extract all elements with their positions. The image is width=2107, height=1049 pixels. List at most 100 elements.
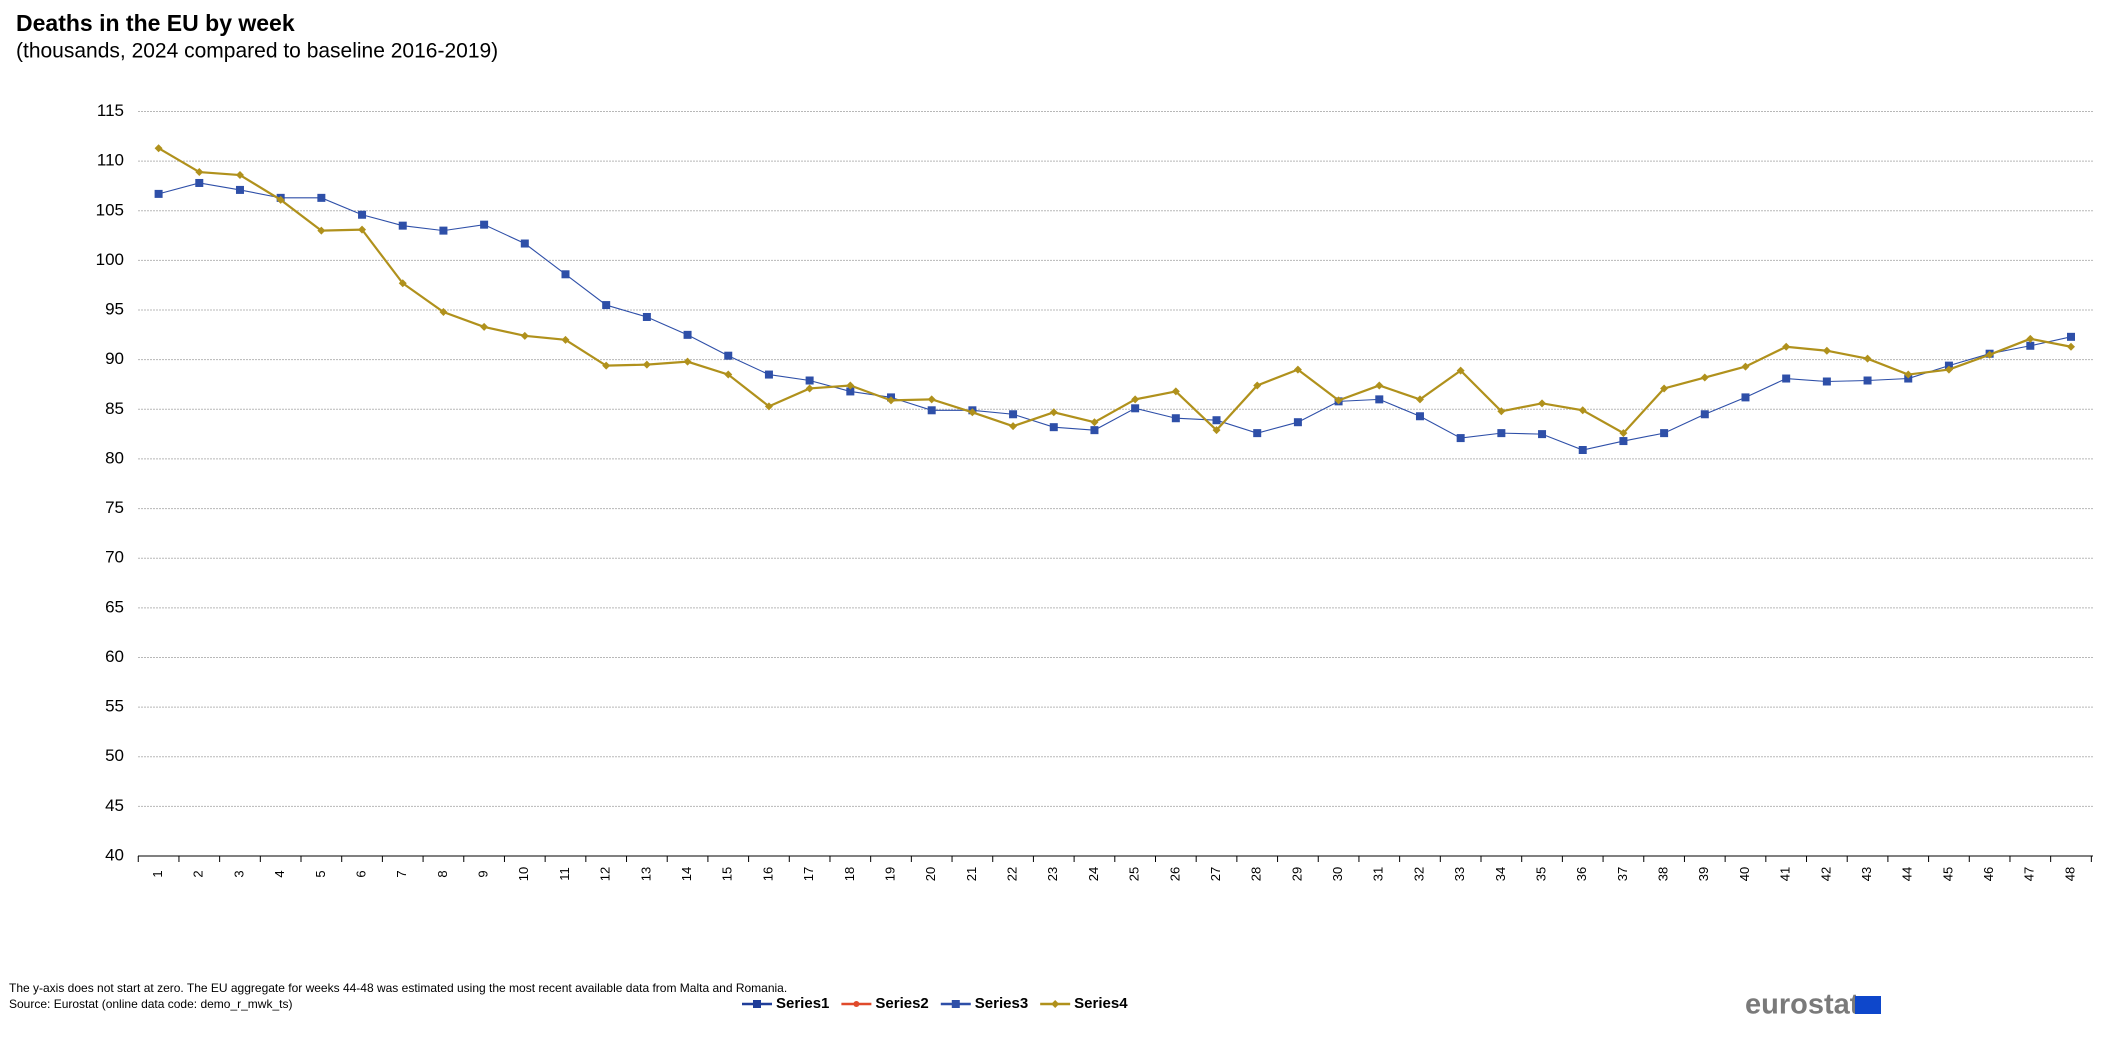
data-point: [1538, 399, 1547, 408]
data-point: [439, 308, 448, 317]
y-tick-label: 80: [105, 448, 124, 467]
data-point: [561, 335, 570, 344]
data-point: [805, 376, 814, 385]
x-tick-label: 36: [1574, 867, 1589, 881]
y-tick-label: 70: [105, 548, 124, 567]
y-tick-label: 105: [96, 200, 124, 219]
data-point: [317, 226, 326, 235]
data-point: [887, 396, 896, 405]
data-point: [1293, 365, 1302, 374]
x-tick-label: 38: [1656, 867, 1671, 881]
legend-label: Series1: [776, 995, 829, 1012]
x-tick-label: 30: [1330, 867, 1345, 881]
data-point: [1171, 387, 1180, 396]
x-tick-label: 33: [1452, 867, 1467, 881]
x-tick-label: 22: [1005, 867, 1020, 881]
data-point: [1090, 418, 1099, 427]
x-tick-label: 26: [1167, 867, 1182, 881]
y-tick-label: 50: [105, 746, 124, 765]
data-point: [642, 360, 651, 369]
data-point: [2026, 334, 2035, 343]
data-point: [1619, 437, 1628, 446]
data-point: [968, 408, 977, 417]
data-point: [520, 331, 529, 340]
y-tick-label: 75: [105, 498, 124, 517]
data-point: [1985, 350, 1994, 359]
x-tick-label: 47: [2022, 867, 2037, 881]
chart-title: Deaths in the EU by week: [16, 10, 295, 36]
y-tick-label: 115: [97, 101, 124, 120]
x-tick-label: 3: [231, 870, 246, 877]
x-tick-label: 9: [476, 870, 491, 877]
data-point: [561, 270, 570, 279]
data-point: [1253, 429, 1262, 438]
data-point: [683, 330, 692, 339]
data-point: [1131, 404, 1140, 413]
data-point: [520, 239, 529, 248]
data-point: [1375, 395, 1384, 404]
x-tick-label: 27: [1208, 867, 1223, 881]
data-point: [1171, 414, 1180, 423]
data-point: [1375, 381, 1384, 390]
data-point: [358, 225, 367, 234]
data-point: [195, 168, 204, 177]
x-tick-label: 32: [1411, 867, 1426, 881]
series-line: [158, 147, 2072, 435]
x-tick-label: 34: [1493, 867, 1508, 881]
x-tick-label: 17: [801, 867, 816, 881]
x-tick-label: 20: [923, 867, 938, 881]
x-tick-label: 21: [964, 867, 979, 881]
y-tick-label: 85: [105, 399, 124, 418]
legend-marker: [753, 1000, 761, 1008]
data-point: [1700, 373, 1709, 382]
legend-label: Series3: [975, 995, 1028, 1012]
data-point: [1212, 416, 1221, 425]
data-point: [235, 185, 244, 194]
legend-marker: [1051, 1000, 1060, 1008]
data-point: [1944, 365, 1953, 374]
x-tick-label: 25: [1127, 867, 1142, 881]
data-point: [846, 381, 855, 390]
x-tick-label: 40: [1737, 867, 1752, 881]
data-point: [1415, 395, 1424, 404]
x-tick-label: 39: [1696, 867, 1711, 881]
data-point: [1741, 362, 1750, 371]
data-point: [1415, 412, 1424, 421]
data-point: [1538, 430, 1547, 439]
data-point: [480, 322, 489, 331]
y-tick-label: 40: [105, 845, 124, 864]
x-tick-label: 11: [557, 867, 572, 881]
data-point: [2067, 342, 2075, 351]
data-point: [195, 178, 204, 187]
x-tick-label: 28: [1249, 867, 1264, 881]
logo: eurostat: [1745, 989, 1860, 1021]
x-tick-label: 29: [1289, 867, 1304, 881]
data-point: [1822, 377, 1831, 386]
y-tick-label: 95: [105, 300, 124, 319]
data-point: [1049, 408, 1058, 417]
data-point: [764, 370, 773, 379]
x-tick-label: 5: [313, 870, 328, 877]
data-point: [642, 312, 651, 321]
data-point: [683, 357, 692, 366]
chart-subtitle: (thousands, 2024 compared to baseline 20…: [16, 40, 498, 63]
y-tick-label: 60: [105, 647, 124, 666]
data-point: [805, 384, 814, 393]
data-point: [1090, 426, 1099, 435]
data-point: [1578, 445, 1587, 454]
data-point: [1904, 370, 1913, 379]
x-tick-label: 46: [1981, 867, 1996, 881]
legend-label: Series4: [1074, 995, 1128, 1012]
x-tick-label: 4: [272, 870, 287, 877]
x-tick-label: 44: [1900, 867, 1915, 881]
data-point: [276, 195, 285, 204]
data-point: [1131, 395, 1140, 404]
data-point: [1741, 393, 1750, 402]
x-tick-label: 14: [679, 867, 694, 881]
data-point: [1456, 366, 1465, 375]
data-point: [1334, 396, 1343, 405]
eu-flag: [1855, 996, 1881, 1014]
data-point: [724, 351, 733, 360]
x-tick-label: 48: [2062, 867, 2077, 881]
